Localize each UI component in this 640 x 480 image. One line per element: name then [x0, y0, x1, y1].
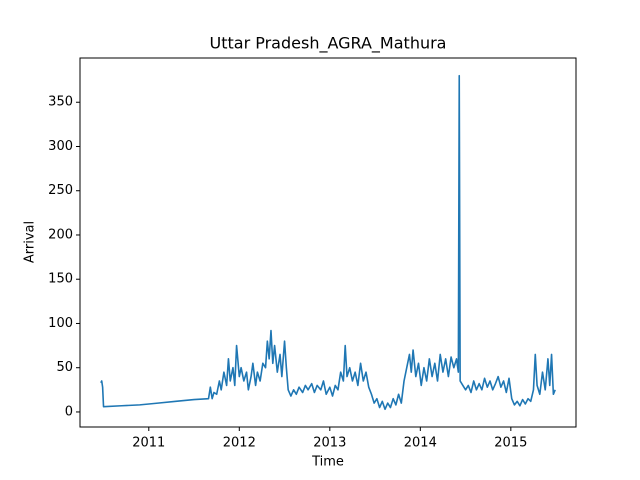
axes-frame — [79, 57, 577, 428]
data-line — [100, 74, 556, 411]
y-tick-label: 50 — [56, 360, 73, 375]
x-tick-label: 2012 — [223, 436, 256, 451]
x-tick-label: 2011 — [132, 436, 165, 451]
x-tick-label: 2013 — [313, 436, 346, 451]
y-tick-label: 0 — [65, 404, 73, 419]
x-tick-label: 2014 — [404, 436, 437, 451]
y-tick-label: 150 — [48, 272, 73, 287]
y-axis-label: Arrival — [23, 221, 38, 263]
chart-title: Uttar Pradesh_AGRA_Mathura — [210, 34, 447, 54]
y-tick-label: 300 — [48, 139, 73, 154]
x-tick-label: 2015 — [494, 436, 527, 451]
y-tick-label: 200 — [48, 227, 73, 242]
y-tick-label: 350 — [48, 95, 73, 110]
y-tick-label: 250 — [48, 183, 73, 198]
y-tick-label: 100 — [48, 316, 73, 331]
plot-area — [100, 74, 556, 411]
x-axis-label: Time — [311, 455, 344, 470]
